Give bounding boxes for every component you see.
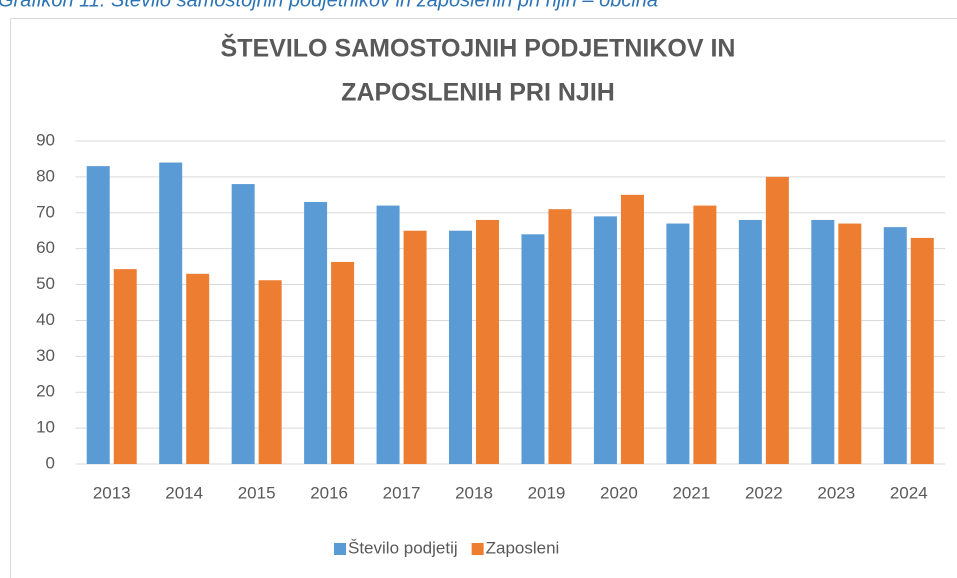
x-tick-label: 2022: [745, 483, 783, 502]
chart-title: ZAPOSLENIH PRI NJIH: [341, 79, 615, 107]
bar: [258, 280, 282, 464]
bar: [186, 273, 210, 464]
bar: [476, 219, 500, 464]
y-tick-label: 50: [36, 274, 55, 293]
bar: [738, 219, 762, 464]
y-tick-label: 10: [36, 418, 55, 437]
x-tick-label: 2018: [455, 483, 493, 502]
bar: [838, 223, 862, 464]
caption: Grafikon 11: Število samostojnih podjetn…: [0, 0, 658, 11]
y-tick-label: 20: [36, 382, 55, 401]
y-tick-label: 80: [36, 166, 55, 185]
bar: [231, 184, 255, 465]
bar: [403, 230, 427, 464]
bar: [593, 216, 617, 464]
bar: [765, 176, 789, 464]
bar: [304, 202, 328, 464]
legend-label: Zaposleni: [486, 538, 560, 557]
chart-title: ŠTEVILO SAMOSTOJNIH PODJETNIKOV IN: [221, 33, 736, 63]
bar: [620, 194, 644, 465]
x-tick-label: 2023: [817, 483, 855, 502]
chart-frame: [10, 18, 957, 578]
x-tick-label: 2013: [93, 483, 131, 502]
bar: [910, 237, 934, 464]
y-tick-label: 60: [36, 238, 55, 257]
bar: [113, 269, 137, 464]
bar: [666, 223, 690, 464]
legend-label: Število podjetij: [348, 538, 458, 557]
bar: [883, 227, 907, 464]
y-tick-label: 90: [36, 130, 55, 149]
y-tick-label: 0: [46, 453, 55, 472]
x-tick-label: 2019: [528, 483, 566, 502]
bar: [693, 205, 717, 464]
x-tick-label: 2021: [672, 483, 710, 502]
bar: [86, 166, 110, 464]
y-tick-label: 30: [36, 346, 55, 365]
bar: [331, 261, 355, 464]
y-tick-label: 70: [36, 202, 55, 221]
bar: [811, 219, 835, 464]
x-tick-label: 2015: [238, 483, 276, 502]
bar: [159, 162, 183, 465]
legend-swatch: [471, 543, 484, 555]
bar: [376, 205, 400, 464]
legend-swatch: [334, 543, 346, 555]
bar: [521, 234, 545, 464]
x-tick-label: 2020: [600, 483, 638, 502]
x-tick-label: 2017: [383, 483, 421, 502]
x-tick-label: 2014: [165, 483, 203, 502]
x-tick-label: 2016: [310, 483, 348, 502]
bar: [449, 230, 473, 464]
x-tick-label: 2024: [890, 483, 928, 502]
bar: [548, 209, 572, 464]
y-tick-label: 40: [36, 310, 55, 329]
